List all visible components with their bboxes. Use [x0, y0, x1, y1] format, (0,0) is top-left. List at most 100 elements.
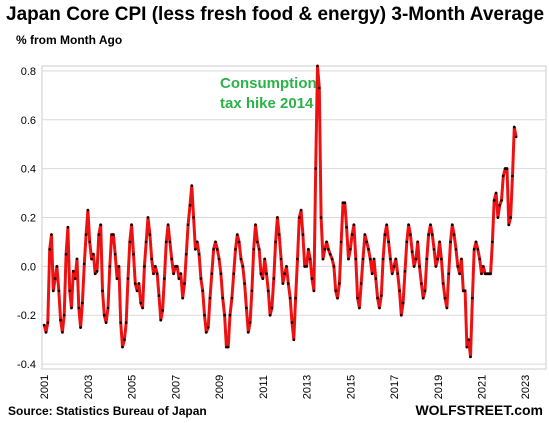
data-point	[507, 223, 511, 227]
x-tick-label: 2019	[433, 375, 445, 399]
data-point	[463, 289, 467, 293]
data-point	[217, 257, 221, 261]
data-point	[239, 257, 243, 261]
data-point	[460, 257, 463, 261]
data-point	[396, 272, 400, 276]
data-point	[261, 277, 265, 280]
data-point	[511, 174, 514, 178]
data-point	[88, 240, 91, 244]
data-point	[104, 321, 108, 324]
data-point	[119, 321, 122, 324]
data-point	[292, 338, 296, 342]
data-point	[405, 240, 409, 244]
data-point	[81, 301, 84, 305]
data-point	[68, 289, 71, 293]
data-point	[436, 257, 440, 261]
data-point	[73, 277, 77, 280]
data-point	[474, 240, 478, 244]
data-point	[352, 223, 356, 227]
data-point	[381, 257, 385, 261]
data-point	[403, 270, 407, 273]
data-point	[237, 240, 241, 244]
data-point	[241, 265, 245, 268]
data-point	[456, 265, 460, 268]
data-point	[420, 282, 423, 285]
data-point	[150, 257, 153, 261]
data-point	[252, 248, 255, 251]
data-point	[447, 272, 451, 276]
data-point	[163, 277, 166, 280]
data-point	[514, 135, 518, 139]
data-point	[478, 257, 482, 261]
data-point	[438, 240, 441, 244]
data-point	[154, 265, 157, 268]
data-point	[339, 240, 343, 244]
data-point	[247, 331, 250, 334]
data-point	[165, 240, 168, 244]
data-point	[141, 306, 144, 310]
data-point	[226, 345, 230, 349]
data-point	[480, 272, 483, 276]
data-point	[356, 296, 359, 300]
data-point	[272, 277, 276, 280]
data-point	[83, 262, 86, 266]
data-point	[214, 240, 217, 244]
data-point	[121, 345, 124, 349]
data-point	[143, 265, 146, 268]
data-point	[443, 296, 447, 300]
data-point	[206, 326, 210, 329]
data-point	[90, 257, 93, 261]
x-tick-label: 2023	[520, 375, 532, 399]
data-point	[126, 277, 130, 280]
data-point	[372, 257, 376, 261]
data-point	[492, 199, 496, 202]
data-point	[115, 277, 119, 280]
data-point	[152, 272, 155, 276]
data-point	[338, 282, 341, 285]
data-point	[197, 252, 201, 256]
x-tick-label: 2003	[83, 375, 95, 399]
data-point	[441, 282, 445, 285]
data-point	[135, 289, 139, 293]
data-point	[274, 240, 277, 244]
data-point	[190, 184, 194, 187]
data-point	[367, 248, 370, 251]
x-tick-label: 2015	[345, 375, 357, 399]
data-point	[503, 167, 507, 170]
data-point	[42, 323, 46, 327]
data-point	[205, 331, 208, 334]
data-point	[99, 223, 102, 227]
data-point	[70, 306, 73, 310]
data-point	[365, 240, 369, 244]
data-point	[394, 257, 398, 261]
data-point	[467, 338, 471, 342]
data-point	[414, 257, 418, 261]
data-point	[113, 252, 117, 256]
data-point	[316, 64, 319, 68]
data-point	[359, 282, 363, 285]
data-point	[296, 257, 299, 261]
data-point	[347, 257, 350, 261]
data-point	[188, 204, 192, 207]
data-point	[72, 270, 75, 273]
data-point	[410, 250, 414, 253]
y-tick-label: 0.0	[21, 261, 36, 273]
data-point	[234, 248, 237, 251]
data-point	[299, 208, 303, 212]
data-point	[305, 265, 308, 268]
chart-title: Japan Core CPI (less fresh food & energy…	[6, 4, 545, 25]
x-tick-labels: 2001 2003 2005 2007 2009 2011 2013 2015 2017 2019…	[39, 375, 532, 399]
data-point	[323, 248, 327, 251]
source-note: Source: Statistics Bureau of Japan	[8, 404, 207, 418]
data-point	[101, 289, 104, 293]
data-point	[449, 240, 452, 244]
data-point	[236, 233, 239, 236]
data-point	[301, 233, 305, 236]
data-point	[471, 296, 474, 300]
data-point	[155, 272, 159, 276]
data-point	[254, 223, 257, 227]
data-point	[50, 233, 53, 236]
data-point	[423, 289, 427, 293]
data-point	[358, 306, 361, 310]
data-point	[123, 338, 126, 342]
